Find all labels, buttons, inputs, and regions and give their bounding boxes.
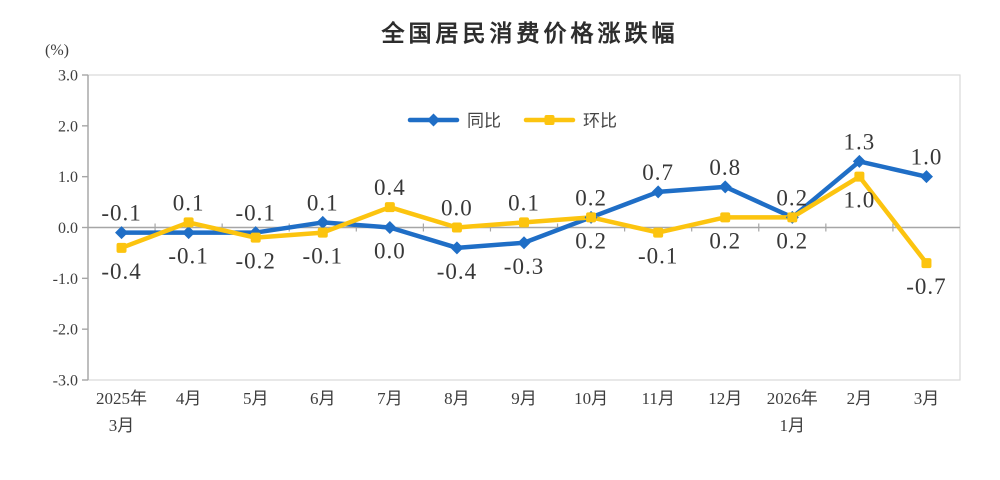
legend-item-huanbi: 环比 (523, 112, 617, 131)
data-label-tongbi: -0.1 (101, 201, 141, 226)
x-axis-label: 4月 (176, 389, 202, 408)
x-axis-label: 2026年 1月 (767, 389, 818, 435)
y-tick-label: 0.0 (58, 220, 78, 237)
data-point-huanbi (854, 171, 865, 182)
data-point-huanbi (921, 258, 932, 269)
data-label-huanbi: -0.1 (303, 244, 343, 269)
data-point-huanbi (451, 222, 462, 233)
x-axis-label: 5月 (243, 389, 269, 408)
x-axis-label: 12月 (708, 389, 742, 408)
data-label-huanbi: 0.2 (776, 228, 808, 253)
data-point-huanbi (653, 227, 664, 238)
legend-item-tongbi: 同比 (407, 112, 501, 131)
data-label-huanbi: 1.0 (844, 188, 876, 213)
data-point-tongbi (517, 236, 531, 250)
data-point-huanbi (787, 212, 798, 223)
data-point-huanbi (250, 232, 261, 243)
data-label-tongbi: -0.4 (437, 259, 477, 284)
x-axis-label: 8月 (444, 389, 470, 408)
data-label-tongbi: 1.3 (844, 129, 876, 154)
y-tick-label: -1.0 (53, 271, 78, 288)
legend-label-huanbi: 环比 (583, 112, 617, 131)
x-axis-label: 7月 (377, 389, 403, 408)
data-label-huanbi: 0.4 (374, 175, 406, 200)
y-tick-label: -2.0 (53, 322, 78, 339)
x-axis-label: 10月 (574, 389, 608, 408)
data-label-huanbi: -0.2 (235, 249, 275, 274)
legend-marker-huanbi (544, 115, 555, 125)
data-label-tongbi: -0.1 (168, 244, 208, 269)
data-point-huanbi (519, 217, 529, 228)
x-axis-label: 3月 (914, 389, 940, 408)
data-label-tongbi: 0.2 (575, 185, 607, 210)
data-label-tongbi: 0.8 (709, 155, 741, 180)
data-point-tongbi (182, 226, 196, 240)
data-point-tongbi (316, 215, 330, 229)
x-axis-label: 11月 (641, 389, 674, 408)
data-label-tongbi: -0.1 (235, 201, 275, 226)
data-label-huanbi: 0.1 (508, 190, 540, 215)
x-axis-label: 2月 (847, 389, 873, 408)
x-axis-label: 9月 (511, 389, 537, 408)
data-point-tongbi (115, 226, 129, 240)
data-point-huanbi (384, 202, 395, 213)
y-tick-label: 3.0 (58, 68, 78, 85)
data-label-huanbi: -0.7 (906, 274, 946, 299)
data-point-huanbi (586, 212, 597, 223)
data-point-tongbi (919, 170, 933, 184)
data-point-huanbi (116, 242, 127, 253)
legend-marker-tongbi (427, 113, 440, 127)
data-point-tongbi (718, 180, 732, 194)
data-label-tongbi: 0.7 (642, 160, 674, 185)
y-axis-unit-label: (%) (45, 42, 69, 59)
data-label-tongbi: -0.3 (504, 254, 544, 279)
data-point-tongbi (383, 221, 397, 234)
data-point-tongbi (651, 185, 665, 199)
data-label-huanbi: 0.1 (173, 190, 205, 215)
data-point-tongbi (450, 241, 464, 255)
chart-title: 全国居民消费价格涨跌幅 (381, 20, 679, 46)
data-point-tongbi (852, 154, 866, 168)
data-label-tongbi: 0.1 (307, 190, 339, 215)
y-tick-label: 1.0 (58, 169, 78, 186)
x-axis-label: 2025年 3月 (96, 389, 147, 435)
data-point-huanbi (720, 212, 731, 223)
y-tick-label: 2.0 (58, 118, 78, 135)
data-label-tongbi: 0.2 (776, 185, 808, 210)
data-label-huanbi: -0.1 (638, 244, 678, 269)
legend-label-tongbi: 同比 (467, 112, 501, 131)
x-axis-label: 6月 (310, 389, 336, 408)
data-label-huanbi: 0.2 (575, 228, 607, 253)
data-label-tongbi: 0.0 (374, 239, 406, 264)
data-point-huanbi (317, 227, 328, 238)
data-label-huanbi: 0.0 (441, 196, 473, 221)
data-point-huanbi (183, 217, 194, 228)
data-label-huanbi: -0.4 (101, 259, 141, 284)
data-label-huanbi: 0.2 (709, 228, 741, 253)
y-tick-label: -3.0 (53, 373, 78, 390)
data-label-tongbi: 1.0 (911, 145, 943, 170)
